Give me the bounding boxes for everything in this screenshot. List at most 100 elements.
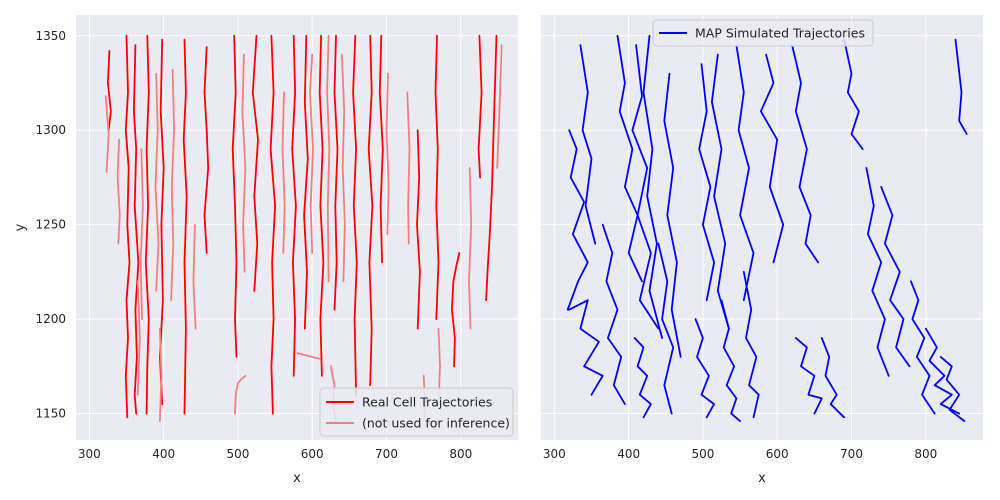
- real-trajectory-line: [378, 34, 384, 264]
- real-trajectory-line: [318, 34, 325, 377]
- simulated-trajectory-line: [631, 44, 660, 330]
- right-x-tick-label: 400: [617, 447, 640, 461]
- simulated-trajectory-line: [657, 242, 675, 415]
- right-legend: MAP Simulated Trajectories: [652, 19, 874, 47]
- simulated-trajectory-line: [939, 356, 966, 422]
- left-panel: 300 400 500 600 700 800 1150 1200 1250 1300 1350 x y…: [13, 15, 518, 486]
- unused-trajectory-line: [234, 374, 247, 415]
- real-trajectory-line: [182, 38, 188, 415]
- unused-trajectory-line: [326, 34, 331, 283]
- unused-trajectory-line: [296, 352, 321, 360]
- unused-trajectory-line: [170, 68, 175, 302]
- simulated-trajectory-line: [865, 167, 890, 377]
- left-legend: Real Cell Trajectories (not used for infe…: [319, 387, 514, 437]
- real-trajectory-line: [485, 34, 498, 302]
- left-x-tick-label: 500: [226, 447, 249, 461]
- simulated-trajectory-line: [924, 327, 961, 415]
- left-x-axis-label: x: [293, 471, 301, 486]
- real-trajectory-line: [434, 34, 440, 320]
- unused-trajectory-line: [192, 223, 197, 330]
- right-plot-area: [541, 15, 983, 440]
- simulated-trajectory-line: [720, 299, 741, 422]
- simulated-trajectory-line: [698, 63, 715, 302]
- simulated-trajectory-line: [910, 280, 936, 415]
- left-y-tick-label: 1250: [35, 218, 66, 232]
- simulated-trajectory-line: [954, 38, 968, 135]
- simulated-trajectory-line: [566, 129, 589, 311]
- real-trajectory-line: [367, 34, 374, 387]
- left-y-tick-label: 1350: [35, 29, 66, 43]
- simulated-trajectory-line: [843, 38, 864, 150]
- legend-label: (not used for inference): [362, 416, 510, 431]
- simulated-trajectory-line: [694, 318, 715, 419]
- real-trajectory-line: [291, 34, 297, 377]
- real-trajectory-line: [124, 34, 131, 419]
- right-x-tick-label: 300: [543, 447, 566, 461]
- left-y-tick-label: 1200: [35, 312, 66, 326]
- unused-trajectory-line: [385, 72, 390, 235]
- legend-label: Real Cell Trajectories: [362, 395, 492, 410]
- right-panel: 300 400 500 600 700 800 x MAP Simulated Traject…: [541, 15, 983, 486]
- unused-trajectory-line: [136, 280, 141, 396]
- left-y-axis-label: y: [13, 223, 28, 231]
- right-x-tick-label: 500: [691, 447, 714, 461]
- real-trajectory-line: [251, 34, 259, 292]
- unused-trajectory-line: [139, 148, 144, 320]
- left-x-tick-label: 300: [78, 447, 101, 461]
- real-trajectory-line: [303, 34, 309, 330]
- right-trajectories: [566, 34, 968, 422]
- unused-trajectory-line: [309, 53, 314, 254]
- unused-trajectory-line: [104, 95, 110, 173]
- simulated-trajectory-line: [616, 34, 643, 283]
- simulated-trajectory-line: [568, 299, 604, 396]
- unused-trajectory-line: [159, 327, 163, 422]
- real-trajectory-line: [107, 50, 112, 132]
- left-x-tick-label: 400: [152, 447, 175, 461]
- real-trajectory-line: [133, 44, 140, 415]
- unused-trajectory-line: [341, 53, 346, 283]
- simulated-trajectory-line: [579, 44, 597, 245]
- legend-box: [319, 387, 514, 437]
- left-y-tick-label: 1150: [35, 407, 66, 421]
- simulated-trajectory-line: [820, 337, 845, 419]
- simulated-trajectory-line: [601, 223, 626, 405]
- real-trajectory-line: [416, 129, 421, 330]
- unused-trajectory-line: [496, 44, 503, 169]
- unused-trajectory-line: [116, 138, 121, 245]
- simulated-trajectory-line: [794, 337, 823, 415]
- real-trajectory-line: [333, 34, 339, 311]
- left-x-tick-label: 800: [449, 447, 472, 461]
- real-trajectory-line: [203, 46, 210, 254]
- unused-trajectory-line: [241, 53, 247, 273]
- left-trajectories: [104, 34, 503, 422]
- right-x-tick-label: 700: [840, 447, 863, 461]
- simulated-trajectory-line: [742, 271, 760, 419]
- right-x-axis-label: x: [758, 471, 766, 486]
- unused-trajectory-line: [281, 91, 286, 254]
- simulated-trajectory-line: [663, 72, 682, 358]
- simulated-trajectory-line: [642, 34, 663, 339]
- right-x-tick-label: 800: [914, 447, 937, 461]
- legend-label: MAP Simulated Trajectories: [695, 26, 865, 41]
- real-trajectory-line: [231, 34, 238, 358]
- simulated-trajectory-line: [760, 53, 785, 264]
- left-x-tick-label: 700: [375, 447, 398, 461]
- simulated-trajectory-line: [711, 53, 730, 330]
- left-plot-area: [76, 15, 518, 440]
- unused-trajectory-line: [468, 167, 473, 330]
- unused-trajectory-line: [406, 91, 411, 245]
- simulated-trajectory-line: [633, 337, 652, 419]
- real-trajectory-line: [451, 252, 461, 368]
- real-trajectory-line: [269, 34, 276, 415]
- real-trajectory-line: [352, 34, 358, 396]
- simulated-trajectory-line: [735, 44, 755, 302]
- left-x-tick-label: 600: [301, 447, 324, 461]
- right-x-tick-label: 600: [766, 447, 789, 461]
- left-y-tick-label: 1300: [35, 123, 66, 137]
- unused-trajectory-line: [154, 72, 160, 292]
- simulated-trajectory-line: [880, 186, 911, 368]
- real-trajectory-line: [144, 34, 150, 415]
- real-trajectory-line: [477, 34, 483, 179]
- simulated-trajectory-line: [791, 44, 819, 264]
